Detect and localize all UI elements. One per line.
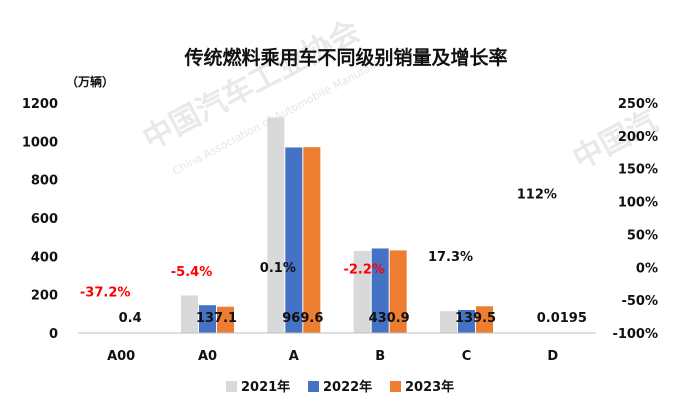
y2-tick-label: 50%: [627, 228, 658, 243]
y2-tick-label: 200%: [618, 130, 658, 145]
growth-rate-label: -5.4%: [171, 265, 212, 280]
y-tick-label: 0: [49, 327, 58, 342]
x-tick-label: D: [547, 349, 558, 364]
legend-swatch: [226, 381, 237, 392]
legend: 2021年 2022年 2023年: [226, 379, 454, 395]
x-tick-label: A0: [198, 349, 217, 364]
data-label: 139.5: [455, 311, 496, 326]
bar: [371, 248, 389, 333]
y2-tick-label: -100%: [612, 327, 658, 342]
y-tick-label: 400: [31, 250, 58, 265]
y2-tick-label: -50%: [621, 294, 658, 309]
value-labels: 0.4 137.1 969.6 430.9 139.5 0.0195: [119, 311, 587, 326]
bar: [353, 250, 371, 333]
y-tick-label: 600: [31, 212, 58, 227]
growth-rate-label: -37.2%: [80, 286, 131, 301]
y-tick-label: 1000: [22, 135, 58, 150]
x-tick-label: A00: [107, 349, 135, 364]
unit-label: （万辆）: [66, 74, 114, 89]
bar: [476, 306, 493, 333]
data-label: 137.1: [196, 311, 237, 326]
y-tick-label: 200: [31, 289, 58, 304]
growth-rate-label: -2.2%: [343, 263, 384, 278]
legend-label: 2022年: [323, 379, 372, 395]
growth-rate-label: 0.1%: [260, 261, 296, 276]
data-label: 0.0195: [537, 311, 587, 326]
legend-swatch: [308, 381, 319, 392]
growth-labels: -37.2% -5.4% 0.1% -2.2% 17.3% 112%: [80, 188, 557, 301]
bar: [303, 147, 321, 333]
y2-axis-ticks: -100% -50% 0% 50% 100% 150% 200% 250%: [612, 97, 658, 342]
x-tick-label: B: [375, 349, 385, 364]
data-label: 969.6: [282, 311, 323, 326]
y2-tick-label: 100%: [618, 196, 658, 211]
bars: [94, 117, 580, 333]
bar: [181, 295, 198, 333]
bar: [458, 310, 475, 333]
legend-label: 2021年: [241, 379, 290, 395]
bar: [217, 306, 234, 333]
y2-tick-label: 0%: [636, 261, 658, 276]
data-label: 430.9: [369, 311, 410, 326]
bar: [267, 117, 285, 333]
y2-tick-label: 250%: [618, 97, 658, 112]
y-tick-label: 1200: [22, 97, 58, 112]
bar: [440, 311, 457, 333]
bar: [199, 305, 216, 333]
legend-swatch: [390, 381, 401, 392]
legend-label: 2023年: [405, 379, 454, 395]
y-tick-label: 800: [31, 174, 58, 189]
growth-rate-label: 112%: [517, 188, 557, 203]
bar: [389, 250, 407, 333]
data-label: 0.4: [119, 311, 142, 326]
y2-tick-label: 150%: [618, 163, 658, 178]
x-tick-label: A: [289, 349, 299, 364]
x-tick-label: C: [462, 349, 472, 364]
y-axis-ticks: 0 200 400 600 800 1000 1200: [22, 97, 58, 342]
chart-title: 传统燃料乘用车不同级别销量及增长率: [183, 46, 507, 69]
growth-rate-label: 17.3%: [428, 250, 473, 265]
bar: [285, 147, 303, 333]
x-axis-categories: A00 A0 A B C D: [107, 349, 558, 364]
